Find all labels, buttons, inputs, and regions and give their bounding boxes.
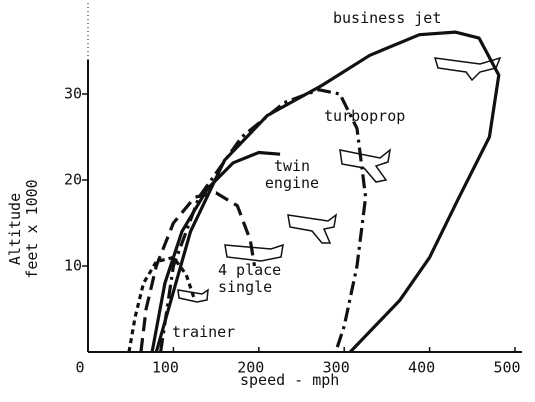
series-label: twin engine — [262, 158, 322, 192]
plot: 0100200300400500102030 — [0, 0, 535, 402]
chart: 0100200300400500102030 speed - mphAltitu… — [0, 0, 535, 402]
y-tick-label: 20 — [64, 171, 82, 189]
series-label: 4 place single — [218, 262, 298, 296]
series-label: business jet — [333, 10, 463, 27]
y-axis-label: Altitude feet x 1000 — [7, 177, 41, 281]
x-tick-label: 0 — [75, 359, 84, 377]
x-axis-label: speed - mph — [240, 372, 339, 389]
series-label: trainer — [172, 324, 262, 341]
x-tick-label: 500 — [493, 359, 520, 377]
x-tick-label: 400 — [408, 359, 435, 377]
y-tick-label: 10 — [64, 257, 82, 275]
series-line — [156, 32, 499, 352]
y-tick-label: 30 — [64, 85, 82, 103]
series-label: turboprop — [324, 108, 434, 125]
x-tick-label: 100 — [152, 359, 179, 377]
